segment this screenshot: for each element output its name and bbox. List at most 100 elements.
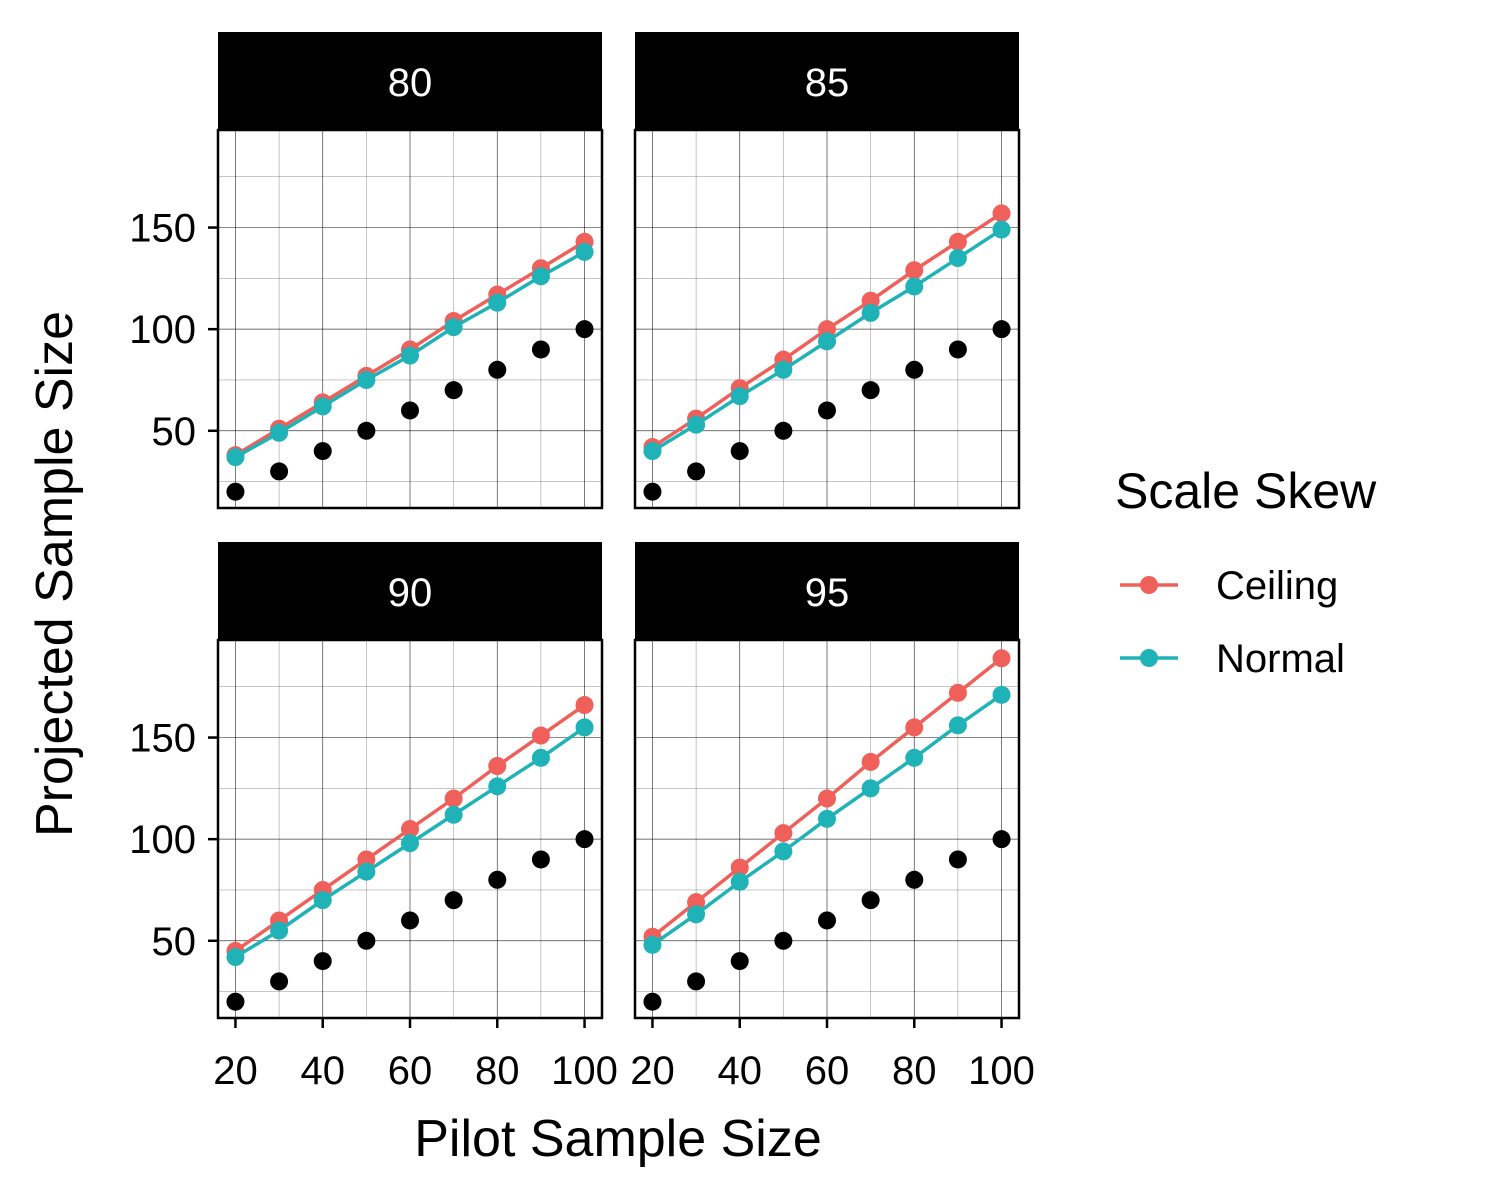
data-point-normal	[687, 415, 706, 434]
reference-point	[401, 911, 419, 930]
data-point-ceiling	[992, 204, 1011, 223]
reference-point	[818, 401, 836, 420]
x-tick-label: 20	[630, 1049, 675, 1093]
legend: Scale Skew Ceiling Normal	[1115, 463, 1377, 681]
data-point-normal	[687, 905, 706, 924]
legend-entry-ceiling: Ceiling	[1120, 564, 1338, 608]
reference-point	[818, 911, 836, 930]
facet-strip	[635, 32, 1019, 130]
data-point-normal	[531, 267, 550, 286]
data-point-ceiling	[948, 683, 967, 702]
legend-key-point	[1140, 576, 1158, 594]
data-point-ceiling	[730, 858, 749, 877]
data-point-normal	[730, 872, 749, 891]
reference-point	[774, 421, 793, 440]
reference-point	[226, 992, 245, 1011]
data-point-ceiling	[948, 232, 967, 251]
data-point-normal	[905, 277, 924, 296]
reference-point	[861, 891, 880, 910]
panel-border	[633, 128, 1021, 510]
panel-90: 90 50 100 150 20 40 60 80 100	[129, 542, 618, 1093]
x-tick-label: 40	[300, 1049, 345, 1093]
reference-point	[687, 462, 706, 481]
data-point-normal	[401, 346, 419, 365]
data-point-normal	[575, 718, 594, 737]
data-point-ceiling	[774, 824, 793, 843]
data-point-normal	[270, 921, 289, 940]
panel-border	[216, 128, 604, 510]
reference-point	[774, 931, 793, 950]
y-tick-label: 100	[129, 308, 196, 352]
reference-point	[357, 421, 376, 440]
data-point-normal	[313, 891, 332, 910]
y-tick-label: 150	[129, 717, 196, 761]
data-point-normal	[643, 442, 662, 461]
reference-point	[488, 360, 507, 379]
reference-point	[444, 891, 463, 910]
panel-80: 80 50 100 150	[129, 32, 604, 510]
reference-point	[401, 401, 419, 420]
reference-point	[730, 442, 749, 461]
legend-entries: Ceiling Normal	[1120, 564, 1345, 681]
x-tick-label: 100	[968, 1049, 1035, 1093]
data-point-normal	[401, 834, 419, 853]
panels: 80 50 100 150 85 90 50 100 150 20 40 60 80 100 95 20 40 6…	[129, 32, 1035, 1093]
legend-entry-normal: Normal	[1120, 637, 1345, 681]
x-tick-label: 40	[717, 1049, 762, 1093]
data-point-ceiling	[444, 789, 463, 808]
reference-point	[444, 381, 463, 400]
facet-strip	[635, 542, 1019, 640]
data-point-ceiling	[575, 696, 594, 715]
reference-point	[270, 462, 289, 481]
data-point-ceiling	[488, 757, 507, 775]
panel-85: 85	[633, 32, 1021, 510]
reference-point	[948, 340, 967, 359]
y-tick-label: 50	[152, 410, 197, 454]
reference-point	[861, 381, 880, 400]
reference-point	[575, 320, 594, 339]
legend-title: Scale Skew	[1115, 463, 1377, 519]
data-point-normal	[643, 935, 662, 954]
reference-point	[643, 482, 662, 501]
legend-label: Normal	[1216, 637, 1345, 681]
data-point-ceiling	[531, 726, 550, 745]
data-point-normal	[774, 360, 793, 379]
data-point-normal	[730, 387, 749, 406]
data-point-normal	[357, 862, 376, 881]
data-point-normal	[444, 805, 463, 824]
facet-strip-label: 95	[805, 571, 850, 615]
data-point-normal	[818, 809, 836, 828]
y-tick-label: 50	[152, 920, 197, 964]
reference-point	[905, 870, 924, 889]
x-tick-label: 60	[388, 1049, 433, 1093]
data-point-normal	[488, 777, 507, 796]
y-axis-title: Projected Sample Size	[26, 311, 84, 837]
x-tick-label: 60	[805, 1049, 850, 1093]
reference-point	[270, 972, 289, 991]
panel-95: 95 20 40 60 80 100	[630, 542, 1035, 1093]
data-point-normal	[226, 948, 245, 967]
data-point-normal	[861, 303, 880, 322]
data-point-normal	[992, 220, 1011, 239]
data-point-normal	[444, 318, 463, 337]
data-point-normal	[948, 716, 967, 735]
data-point-ceiling	[401, 820, 419, 838]
data-point-normal	[270, 423, 289, 442]
data-point-normal	[774, 842, 793, 861]
legend-label: Ceiling	[1216, 564, 1338, 608]
y-tick-label: 100	[129, 818, 196, 862]
facet-strip-label: 80	[388, 61, 433, 105]
data-point-normal	[905, 748, 924, 767]
data-point-normal	[575, 242, 594, 261]
data-point-normal	[531, 748, 550, 767]
reference-point	[948, 850, 967, 869]
x-tick-label: 80	[475, 1049, 520, 1093]
data-point-ceiling	[818, 789, 836, 808]
reference-point	[488, 870, 507, 889]
data-point-ceiling	[905, 718, 924, 737]
data-point-normal	[357, 370, 376, 389]
data-point-normal	[992, 685, 1011, 704]
facet-strip-label: 85	[805, 61, 850, 105]
reference-point	[905, 360, 924, 379]
